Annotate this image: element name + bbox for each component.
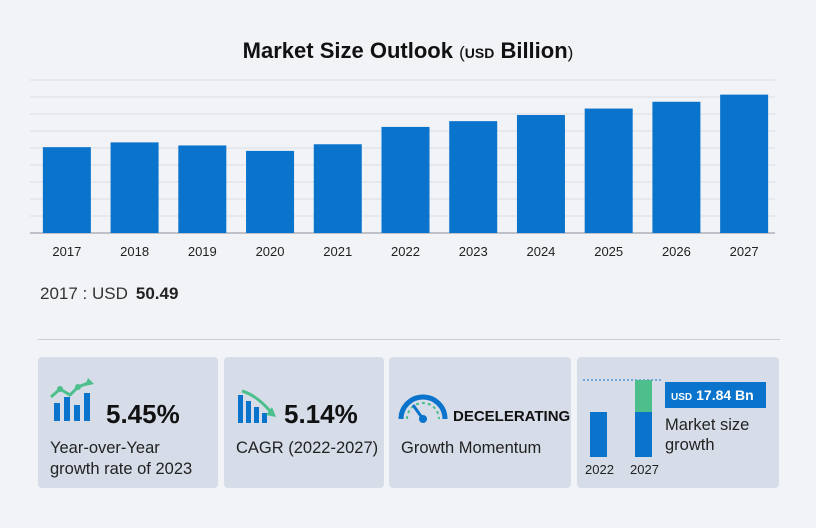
chart-title: Market Size Outlook (USD Billion) <box>0 38 816 64</box>
x-tick-label-2022: 2022 <box>391 244 420 259</box>
cagr-value: 5.14% <box>284 399 358 429</box>
bar-2019 <box>178 145 227 233</box>
baseline-value: 2017 : USD 50.49 <box>40 284 178 304</box>
x-tick-label-2018: 2018 <box>120 244 149 259</box>
mini-year-2027: 2027 <box>630 462 659 477</box>
baseline-amount: 50.49 <box>135 284 179 303</box>
cagr-card: 5.14% CAGR (2022-2027) <box>224 357 384 488</box>
growth-badge: USD 17.84 Bn <box>665 382 766 408</box>
mini-year-2022: 2022 <box>585 462 614 477</box>
mini-growth-chart <box>583 379 661 457</box>
title-unit: USD <box>464 45 495 61</box>
x-tick-label-2024: 2024 <box>526 244 555 259</box>
bar-2017 <box>42 147 91 233</box>
cagr-label: CAGR (2022-2027) <box>236 439 379 457</box>
bar-2022 <box>381 126 430 233</box>
x-tick-label-2020: 2020 <box>256 244 285 259</box>
x-tick-label-2025: 2025 <box>594 244 623 259</box>
yoy-label-line2: growth rate of 2023 <box>50 460 193 478</box>
x-tick-label-2023: 2023 <box>459 244 488 259</box>
growth-badge-value: 17.84 Bn <box>696 387 754 403</box>
speedometer-icon <box>398 394 448 423</box>
bar-2023 <box>449 121 498 233</box>
x-tick-label-2021: 2021 <box>323 244 352 259</box>
bar-2020 <box>246 150 295 233</box>
growth-label-line2: growth <box>665 436 715 454</box>
title-open-paren: ( <box>459 43 465 62</box>
bar-2018 <box>110 142 159 233</box>
baseline-year-label: 2017 : USD <box>40 284 128 303</box>
bar-decline-icon <box>238 389 276 423</box>
bar-growth-icon <box>50 378 94 421</box>
x-tick-label-2027: 2027 <box>730 244 759 259</box>
mini-bar-2027-growth <box>635 380 652 412</box>
bar-2021 <box>313 144 362 233</box>
yoy-card: 5.45% Year-over-Year growth rate of 2023 <box>38 357 218 488</box>
growth-label-line1: Market size <box>665 416 750 434</box>
momentum-value: DECELERATING <box>453 408 571 425</box>
growth-card <box>577 357 779 488</box>
mini-bar-2022 <box>590 412 607 457</box>
x-tick-label-2019: 2019 <box>188 244 217 259</box>
bar-2027 <box>720 94 769 234</box>
mini-bar-2027-base <box>635 412 652 457</box>
chart-title-main: Market Size Outlook <box>242 38 453 63</box>
bar-chart: 2017 2018 2019 2020 2021 2022 2023 2024 2025 2026… <box>30 79 775 259</box>
bar-2024 <box>516 115 565 233</box>
momentum-label: Growth Momentum <box>401 439 542 457</box>
title-close-paren: ) <box>567 43 574 62</box>
divider <box>38 339 780 340</box>
x-tick-label-2017: 2017 <box>52 244 81 259</box>
yoy-value: 5.45% <box>106 399 180 429</box>
title-unit-big: Billion <box>500 38 568 63</box>
bar-2026 <box>652 101 701 233</box>
growth-badge-unit: USD <box>671 392 693 403</box>
yoy-label-line1: Year-over-Year <box>50 439 160 457</box>
bar-2025 <box>584 108 633 233</box>
momentum-card: DECELERATING Growth Momentum <box>389 357 571 488</box>
x-tick-label-2026: 2026 <box>662 244 691 259</box>
